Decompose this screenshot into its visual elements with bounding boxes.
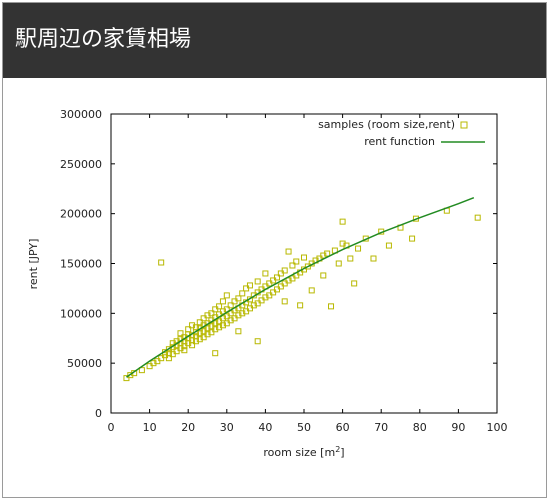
sample-point: [285, 277, 292, 284]
x-tick-label: 90: [451, 421, 465, 434]
x-tick-label: 10: [143, 421, 157, 434]
sample-point: [219, 322, 226, 329]
chart-window: 駅周辺の家賃相場 0 10 20 30 40 50 60 70 80 90 100 0 50000 100…: [2, 2, 547, 498]
x-tick-label: 20: [181, 421, 195, 434]
sample-point: [223, 292, 230, 299]
sample-point: [189, 322, 196, 329]
x-tick-label: 80: [413, 421, 427, 434]
sample-point: [285, 248, 292, 255]
sample-point: [250, 302, 257, 309]
sample-point: [308, 287, 315, 294]
y-tick-label: 250000: [60, 158, 102, 171]
x-axis-title: room size [m2]: [263, 445, 344, 460]
legend-samples-marker: [460, 121, 468, 129]
legend-samples-label: samples (room size,rent): [318, 118, 455, 131]
x-tick-label: 100: [487, 421, 508, 434]
sample-point: [212, 320, 219, 327]
y-tick-label: 150000: [60, 258, 102, 271]
sample-point: [297, 302, 304, 309]
sample-point: [273, 274, 280, 281]
x-axis-title-superscript: 2: [335, 445, 340, 454]
sample-point: [239, 290, 246, 297]
sample-point: [235, 328, 242, 335]
sample-point: [239, 310, 246, 317]
x-tick-label: 70: [374, 421, 388, 434]
plot-frame: [110, 113, 498, 414]
sample-point: [219, 298, 226, 305]
chart-content: 0 10 20 30 40 50 60 70 80 90 100 0 50000 100000 150000…: [3, 78, 546, 497]
function-layer: [126, 197, 475, 378]
sample-point: [474, 214, 481, 221]
window-title: 駅周辺の家賃相場: [15, 27, 192, 52]
sample-point: [181, 347, 188, 354]
y-tick-label: 200000: [60, 208, 102, 221]
sample-point: [235, 312, 242, 319]
sample-point: [196, 336, 203, 343]
sample-point: [235, 295, 242, 302]
sample-point: [127, 372, 134, 379]
x-tick-label: 60: [336, 421, 350, 434]
sample-point: [246, 282, 253, 289]
x-tick-label: 30: [220, 421, 234, 434]
sample-point: [351, 280, 358, 287]
sample-point: [355, 245, 362, 252]
sample-point: [262, 294, 269, 301]
sample-point: [320, 272, 327, 279]
sample-point: [328, 303, 335, 310]
sample-point: [324, 250, 331, 257]
y-axis-title: rent [JPY]: [27, 239, 40, 290]
sample-point: [204, 331, 211, 338]
y-tick-label: 100000: [60, 307, 102, 320]
samples-layer: [123, 207, 481, 382]
sample-point: [165, 346, 172, 353]
legend-function-label: rent function: [364, 135, 435, 148]
sample-point: [219, 308, 226, 315]
sample-point: [301, 254, 307, 261]
rent-scatter-chart: 0 10 20 30 40 50 60 70 80 90 100 0 50000 100000 150000…: [27, 108, 508, 460]
y-tick-label: 50000: [67, 357, 102, 370]
sample-point: [254, 278, 261, 285]
sample-point: [185, 326, 192, 333]
sample-point: [216, 324, 223, 331]
sample-point: [293, 258, 300, 265]
sample-point: [204, 312, 211, 319]
sample-point: [335, 260, 342, 267]
sample-point: [409, 235, 416, 242]
sample-point: [262, 270, 269, 277]
sample-point: [208, 310, 215, 317]
sample-point: [227, 317, 234, 324]
sample-point: [347, 255, 354, 262]
y-tick-label: 0: [95, 407, 102, 420]
sample-point: [370, 255, 377, 262]
sample-point: [339, 218, 346, 225]
sample-point: [158, 259, 165, 266]
sample-point: [320, 252, 327, 259]
sample-point: [289, 262, 296, 269]
x-axis-title-main: room size [m: [263, 446, 335, 459]
x-tick-label: 0: [108, 421, 115, 434]
sample-point: [281, 298, 288, 305]
sample-point: [227, 302, 234, 309]
sample-point: [385, 242, 392, 249]
rent-function-line: [126, 197, 475, 378]
sample-point: [216, 303, 223, 310]
x-axis-title-end: ]: [340, 446, 344, 459]
x-tick-label: 50: [297, 421, 311, 434]
sample-point: [192, 324, 199, 331]
sample-point: [212, 350, 219, 357]
sample-point: [165, 355, 172, 362]
y-tick-label: 300000: [60, 108, 102, 121]
sample-point: [281, 267, 288, 274]
axes-layer: 0 10 20 30 40 50 60 70 80 90 100 0 50000 100000 150000…: [60, 108, 508, 434]
window-header: 駅周辺の家賃相場: [3, 3, 546, 78]
sample-point: [339, 240, 346, 247]
sample-point: [177, 330, 184, 337]
sample-point: [212, 326, 219, 333]
sample-point: [219, 315, 226, 322]
sample-point: [254, 338, 261, 345]
sample-point: [138, 367, 145, 374]
x-tick-label: 40: [258, 421, 272, 434]
sample-point: [150, 360, 157, 367]
legend: samples (room size,rent) rent function: [318, 118, 485, 148]
